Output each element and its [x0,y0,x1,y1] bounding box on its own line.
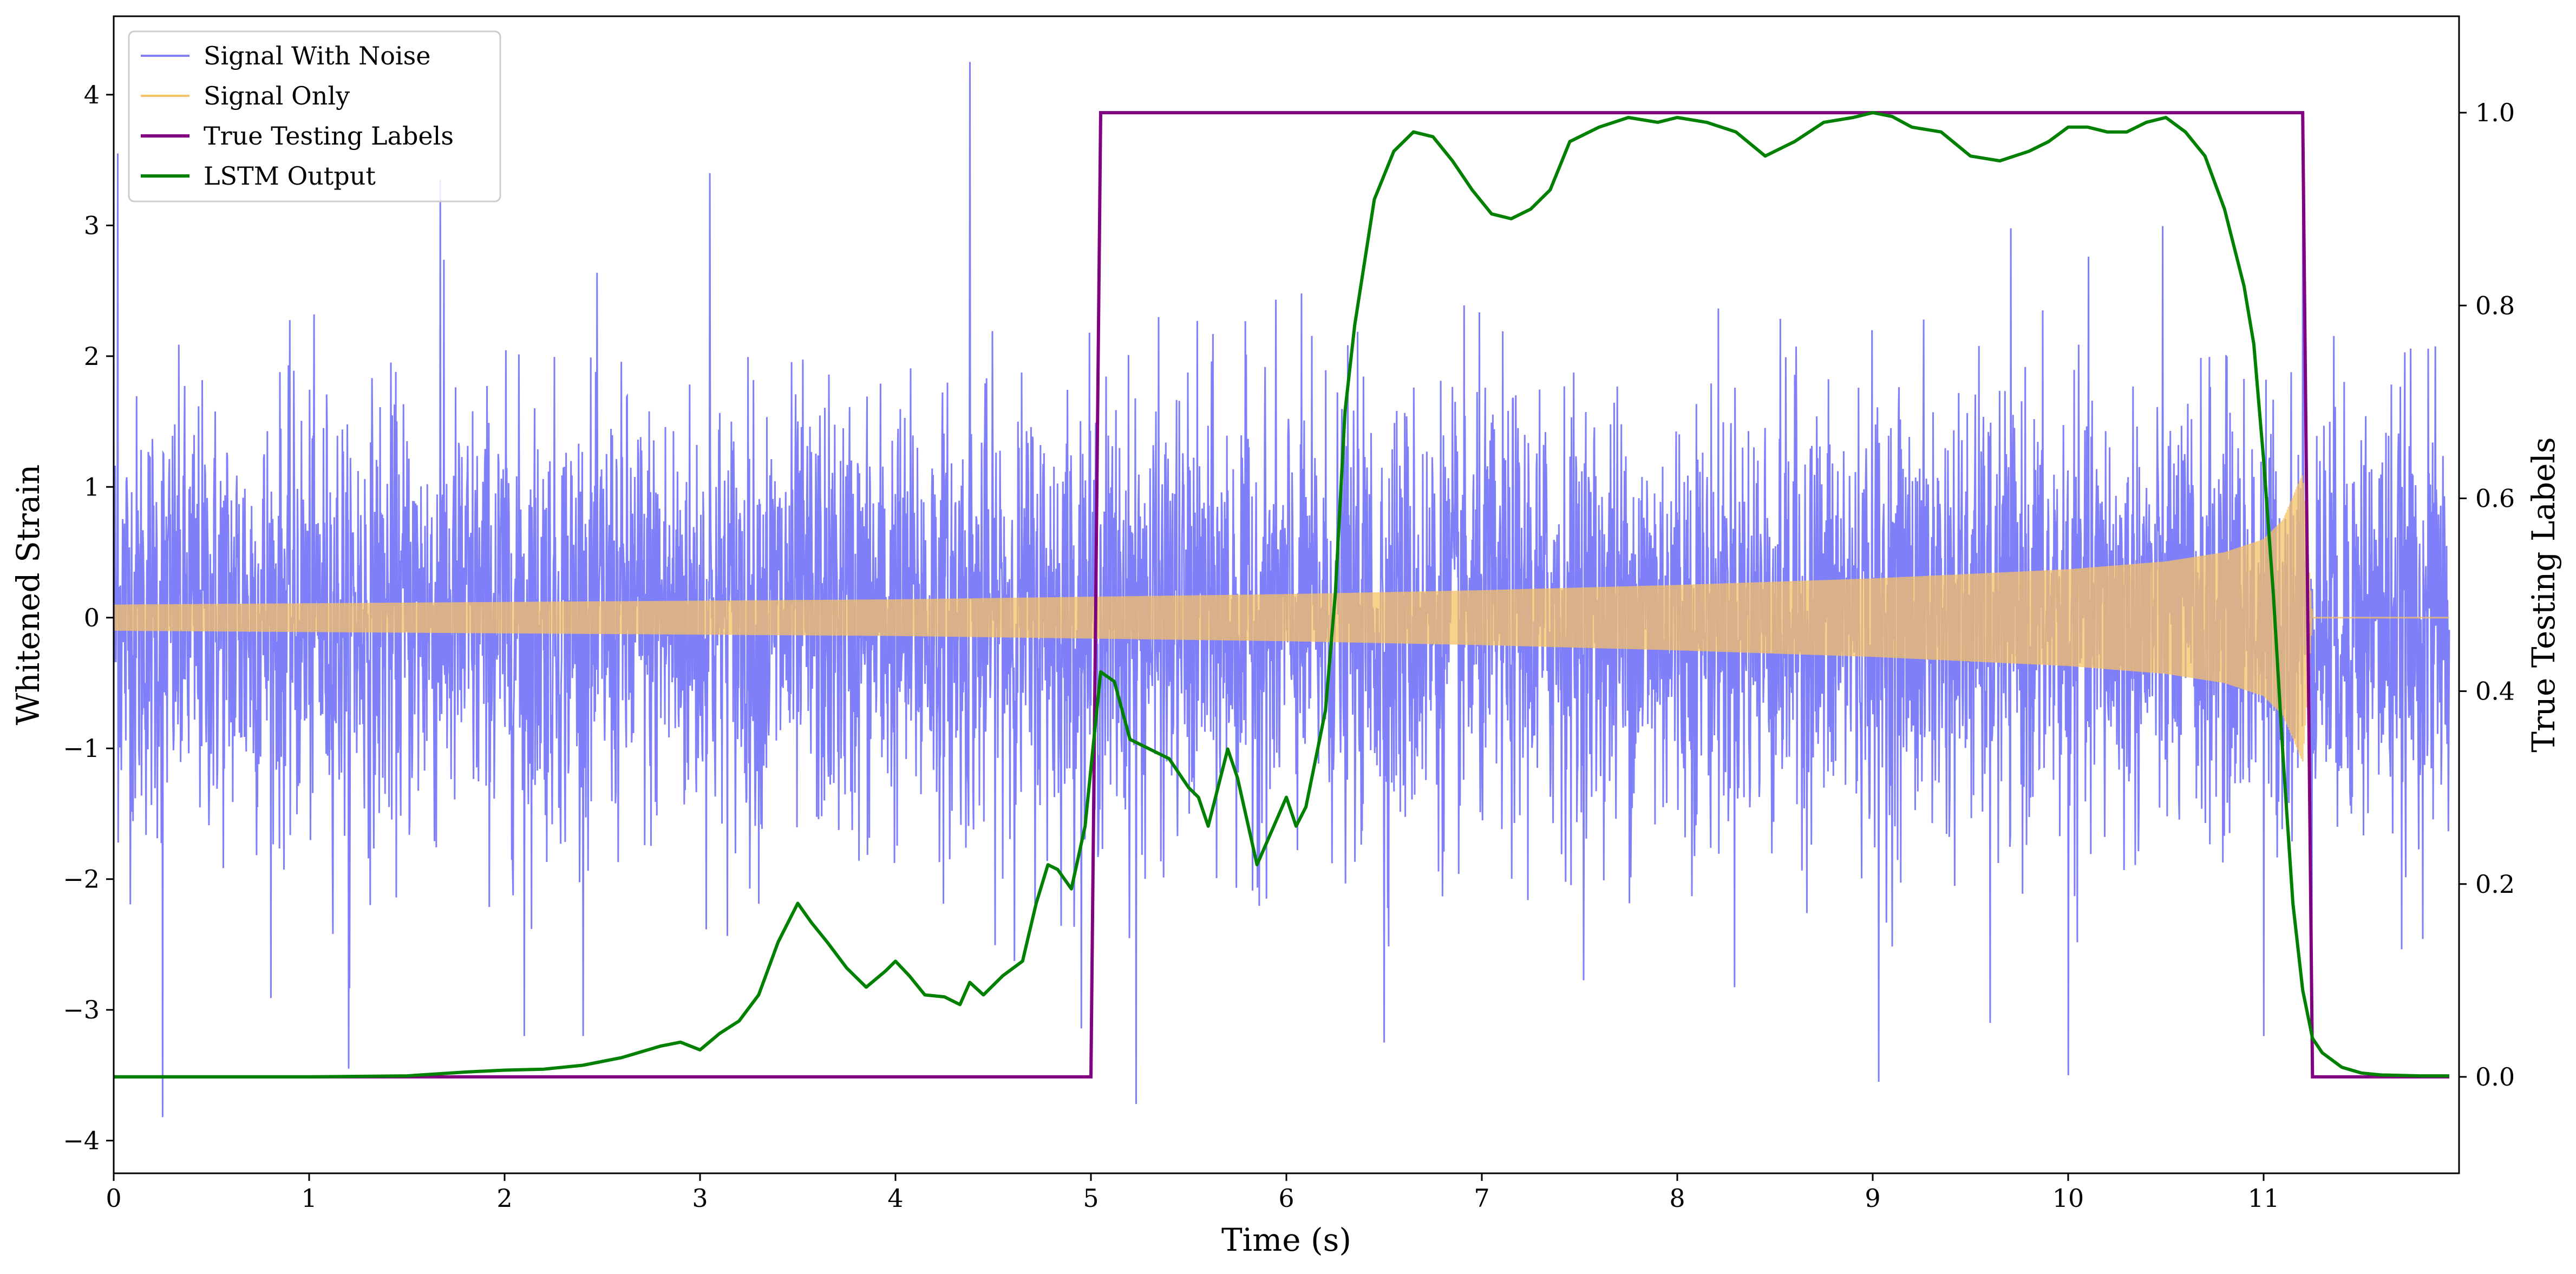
y-tick-label: 2 [84,342,100,371]
y-axis-right: 0.0 0.2 0.4 0.6 0.8 1.0 [2459,98,2515,1092]
x-axis-label: Time (s) [1221,1221,1351,1258]
y-axis-label: Whitened Strain [10,465,47,726]
x-tick-label: 1 [301,1184,317,1213]
lstm-output-series [114,111,2449,1079]
y2-tick-label: 0.4 [2475,677,2515,706]
y2-axis-label: True Testing Labels [2525,437,2562,752]
x-tick-label: 11 [2248,1184,2280,1213]
x-tick-label: 7 [1474,1184,1489,1213]
y-tick-label: 3 [84,211,100,240]
y2-tick-label: 0.6 [2475,484,2515,513]
y-tick-label: −1 [63,734,100,763]
legend: Signal With Noise Signal Only True Testing… [128,30,501,202]
x-tick-label: 10 [2052,1184,2084,1213]
true-testing-labels-series [114,111,2449,1079]
y2-tick-label: 0.8 [2475,291,2515,320]
y2-tick-label: 1.0 [2475,98,2515,127]
y2-tick-label: 0.2 [2475,870,2515,899]
y2-tick-label: 0.0 [2475,1062,2515,1092]
y-tick-label: −3 [63,995,100,1024]
y-tick-label: 1 [84,472,100,501]
x-tick-label: 4 [887,1184,903,1213]
x-tick-label: 6 [1278,1184,1294,1213]
y-tick-label: 4 [84,80,100,109]
y-axis-left: −4 −3 −2 −1 0 1 2 3 4 [63,80,114,1155]
x-tick-label: 5 [1083,1184,1099,1213]
x-tick-label: 2 [496,1184,512,1213]
x-tick-label: 0 [106,1184,121,1213]
chirp-line [114,475,2449,762]
x-tick-label: 9 [1865,1184,1880,1213]
signal-only-series [114,475,2449,762]
x-tick-label: 3 [692,1184,708,1213]
legend-label: True Testing Labels [204,121,454,151]
y-tick-label: −4 [63,1126,100,1155]
lstm-output-line [114,111,2449,1079]
legend-label: Signal Only [204,81,350,110]
true-labels-line [114,111,2449,1079]
y-tick-label: −2 [63,865,100,894]
y-tick-label: 0 [84,603,100,632]
x-tick-label: 8 [1669,1184,1685,1213]
legend-label: Signal With Noise [204,41,430,70]
legend-box [128,30,501,202]
legend-label: LSTM Output [204,161,376,191]
x-axis: 0 1 2 3 4 5 6 7 8 9 10 11 [106,1173,2279,1213]
